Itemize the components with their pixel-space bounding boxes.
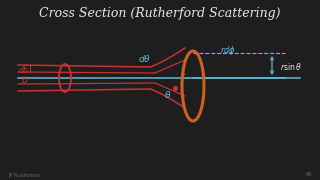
- Text: $rd\phi$: $rd\phi$: [220, 44, 236, 57]
- Text: $b$: $b$: [20, 73, 28, 84]
- Text: 69: 69: [306, 172, 312, 177]
- Text: Cross Section (Rutherford Scattering): Cross Section (Rutherford Scattering): [39, 6, 281, 19]
- Text: $d\theta$: $d\theta$: [139, 53, 152, 64]
- Text: $\theta$: $\theta$: [164, 89, 172, 100]
- Text: $db$: $db$: [18, 64, 30, 75]
- Text: $r$: $r$: [180, 71, 186, 81]
- Text: $r\sin\theta$: $r\sin\theta$: [280, 60, 302, 71]
- Text: JP Nualleman: JP Nualleman: [8, 172, 41, 177]
